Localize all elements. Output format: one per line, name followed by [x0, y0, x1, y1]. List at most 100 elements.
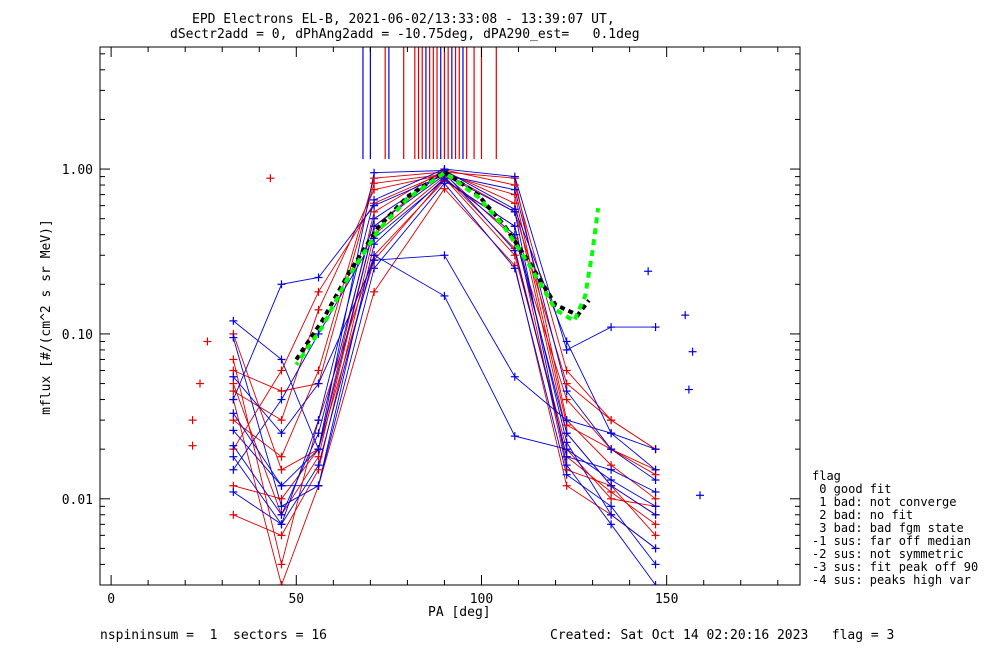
data-point: [684, 385, 693, 394]
series-line: [233, 169, 656, 500]
data-point: [651, 445, 660, 454]
data-point: [607, 429, 616, 438]
data-point: [229, 416, 238, 425]
data-point: [229, 379, 238, 388]
data-point: [314, 366, 323, 375]
data-point: [277, 429, 286, 438]
data-point: [277, 387, 286, 396]
data-point: [188, 441, 197, 450]
data-point: [562, 379, 571, 388]
data-point: [562, 395, 571, 404]
data-point: [562, 345, 571, 354]
data-point: [314, 329, 323, 338]
data-point: [510, 264, 519, 273]
data-point: [370, 287, 379, 296]
data-point: [370, 264, 379, 273]
data-point: [644, 267, 653, 276]
data-point: [277, 520, 286, 529]
data-point: [688, 347, 697, 356]
data-point: [607, 416, 616, 425]
legend-item: -3 sus: fit peak off 90: [812, 560, 979, 574]
series-line: [232, 174, 656, 585]
data-point: [314, 379, 323, 388]
data-point: [229, 333, 238, 342]
data-point: [607, 520, 616, 529]
legend-item: 2 bad: no fit: [812, 508, 914, 522]
data-point: [277, 581, 286, 585]
data-point: [607, 510, 616, 519]
footer-left: nspininsum = 1 sectors = 16: [100, 628, 327, 643]
data-point: [229, 487, 238, 496]
series-line: [232, 172, 656, 450]
data-point: [607, 323, 616, 332]
data-point: [370, 168, 379, 177]
data-point: [510, 372, 519, 381]
data-point: [277, 481, 286, 490]
data-point: [229, 355, 238, 364]
data-point: [681, 311, 690, 320]
legend-item: -2 sus: not symmetric: [812, 547, 964, 561]
data-point: [651, 465, 660, 474]
data-point: [266, 174, 275, 183]
plot-frame: [99, 46, 801, 586]
data-point: [229, 387, 238, 396]
series-line: [232, 187, 656, 585]
data-point: [440, 179, 449, 188]
y-axis-label: mflux [#/(cm^2 s sr MeV)]: [39, 219, 54, 415]
data-point: [277, 560, 286, 569]
data-point: [440, 165, 449, 174]
data-point: [562, 438, 571, 447]
chart-title-line1: EPD Electrons EL-B, 2021-06-02/13:33:08 …: [192, 12, 615, 27]
data-point: [196, 379, 204, 388]
data-point: [651, 502, 660, 511]
data-point: [277, 465, 286, 474]
data-point: [440, 291, 449, 300]
data-point: [203, 337, 212, 346]
data-point: [370, 195, 379, 204]
data-point: [277, 280, 286, 289]
data-point: [607, 445, 616, 454]
data-point: [229, 465, 238, 474]
data-point: [314, 461, 323, 470]
data-point: [370, 251, 379, 260]
series-line: [233, 173, 656, 471]
data-point: [510, 172, 519, 181]
data-point: [188, 416, 197, 425]
data-point: [651, 494, 660, 503]
data-point: [440, 251, 449, 260]
data-point: [314, 481, 323, 490]
data-point: [229, 409, 238, 418]
data-point: [562, 481, 571, 490]
data-point: [562, 429, 571, 438]
legend-item: 1 bad: not converge: [812, 495, 957, 509]
legend-title: flag: [812, 469, 841, 483]
x-tick-label: 0: [107, 592, 115, 607]
data-point: [562, 470, 571, 479]
data-point: [562, 461, 571, 470]
fit-curve: [294, 170, 601, 366]
legend-item: 3 bad: bad fgm state: [812, 521, 964, 535]
data-point: [314, 416, 323, 425]
data-point: [229, 426, 238, 435]
data-point: [562, 452, 571, 461]
data-point: [607, 494, 616, 503]
data-point: [510, 222, 519, 231]
series-line: [233, 173, 656, 476]
data-point: [651, 487, 660, 496]
y-tick-label: 0.10: [62, 328, 93, 343]
data-point: [562, 337, 571, 346]
data-point: [651, 510, 660, 519]
x-axis-label: PA [deg]: [428, 605, 491, 620]
data-point: [229, 441, 238, 450]
series-line: [232, 177, 656, 507]
x-tick-label: 100: [470, 592, 493, 607]
data-point: [314, 452, 323, 461]
series-line: [232, 174, 656, 481]
data-point: [651, 531, 660, 540]
data-point: [510, 185, 519, 194]
data-point: [607, 465, 616, 474]
data-point: [562, 387, 571, 396]
data-point: [696, 491, 704, 500]
data-point: [229, 510, 238, 519]
